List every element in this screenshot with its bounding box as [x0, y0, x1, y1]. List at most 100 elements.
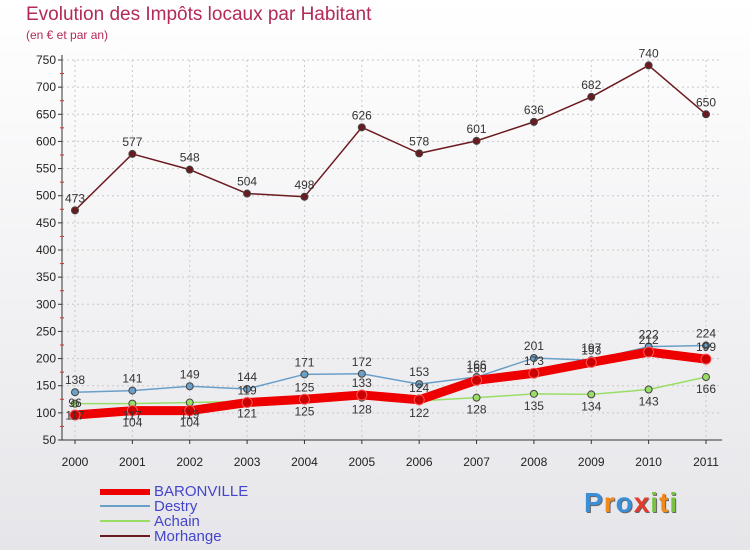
series-line-destry	[74, 344, 707, 393]
x-tick-label: 2009	[578, 455, 605, 469]
y-tick-label: 600	[36, 134, 56, 148]
data-label: 135	[524, 399, 544, 413]
data-point-baronville	[241, 397, 253, 409]
data-label: 121	[237, 406, 257, 420]
data-point-achain	[644, 385, 653, 394]
proxiti-logo: Proxiti	[584, 487, 678, 519]
series-line-morhange	[74, 64, 707, 212]
data-label: 96	[68, 396, 82, 410]
y-tick-label: 50	[43, 433, 57, 447]
x-tick-label: 2007	[463, 455, 490, 469]
data-point-destry	[185, 382, 194, 391]
data-point-morhange	[472, 136, 481, 145]
data-label: 134	[581, 399, 601, 413]
data-point-morhange	[702, 110, 710, 119]
data-point-morhange	[644, 61, 653, 70]
data-label: 166	[696, 382, 716, 396]
data-label: 122	[409, 406, 429, 420]
data-point-morhange	[529, 117, 538, 126]
data-label: 117	[123, 409, 142, 423]
data-label: 143	[639, 395, 659, 409]
data-label: 166	[467, 358, 487, 372]
data-label: 197	[581, 341, 601, 355]
data-label: 212	[639, 333, 659, 347]
y-tick-label: 550	[36, 162, 56, 176]
data-point-morhange	[357, 123, 366, 132]
x-tick-label: 2000	[62, 455, 89, 469]
data-point-achain	[472, 393, 481, 402]
data-label: 119	[180, 408, 199, 422]
data-point-baronville	[585, 356, 597, 368]
legend-label-morhange: Morhange	[154, 528, 222, 545]
data-label: 125	[294, 380, 314, 394]
legend-label-baronville: BARONVILLE	[154, 483, 249, 500]
data-label: 125	[294, 404, 314, 418]
y-tick-label: 300	[36, 297, 56, 311]
y-tick-label: 100	[36, 406, 56, 420]
data-point-achain	[529, 389, 538, 398]
data-point-baronville	[69, 409, 81, 421]
x-tick-label: 2003	[234, 455, 261, 469]
data-point-morhange	[128, 149, 137, 158]
legend-item-achain: Achain	[100, 514, 320, 529]
data-label: 104	[180, 416, 200, 430]
data-label: 149	[180, 367, 200, 381]
data-point-baronville	[184, 405, 196, 417]
data-label: 199	[696, 340, 716, 354]
data-label: 117	[65, 409, 84, 423]
data-label: 119	[238, 384, 257, 398]
data-point-destry	[243, 384, 252, 393]
data-point-destry	[128, 386, 137, 395]
data-label: 650	[696, 95, 716, 109]
data-label: 498	[294, 178, 314, 192]
data-label: 504	[237, 175, 257, 189]
legend-swatch-destry	[100, 505, 150, 507]
data-label: 548	[180, 151, 200, 165]
data-label: 682	[581, 78, 601, 92]
legend-swatch-baronville	[100, 489, 150, 495]
data-point-achain	[185, 398, 194, 407]
x-tick-label: 2002	[176, 455, 203, 469]
legend-item-morhange: Morhange	[100, 529, 320, 544]
data-label: 473	[65, 191, 85, 205]
data-point-baronville	[528, 367, 540, 379]
data-point-morhange	[243, 189, 252, 198]
logo-letter: P	[584, 487, 604, 518]
data-label: 153	[409, 365, 429, 379]
data-point-baronville	[126, 405, 138, 417]
data-point-morhange	[300, 192, 309, 201]
logo-letter: o	[615, 487, 634, 518]
data-label: 124	[409, 381, 429, 395]
legend: BARONVILLE Destry Achain Morhange	[100, 484, 320, 544]
data-label: 626	[352, 108, 372, 122]
data-label: 144	[237, 370, 257, 384]
x-tick-label: 2001	[119, 455, 146, 469]
data-point-morhange	[185, 165, 194, 174]
x-tick-label: 2008	[521, 455, 548, 469]
logo-letter: r	[603, 487, 616, 518]
data-label: 201	[524, 339, 544, 353]
legend-swatch-morhange	[100, 535, 150, 537]
data-label: 171	[294, 355, 314, 369]
data-point-baronville	[700, 353, 712, 365]
data-label: 601	[467, 122, 487, 136]
data-point-achain	[702, 373, 710, 382]
data-point-baronville	[298, 393, 310, 405]
legend-label-destry: Destry	[154, 498, 198, 515]
data-label: 160	[467, 361, 487, 375]
y-tick-label: 350	[36, 270, 56, 284]
data-label: 740	[639, 46, 659, 60]
x-tick-label: 2006	[406, 455, 433, 469]
chart-title: Evolution des Impôts locaux par Habitant	[26, 4, 372, 25]
y-tick-label: 700	[36, 80, 56, 94]
y-tick-label: 450	[36, 216, 56, 230]
x-tick-label: 2005	[348, 455, 375, 469]
data-point-destry	[415, 380, 424, 389]
data-label: 172	[352, 355, 372, 369]
x-tick-label: 2011	[693, 455, 719, 469]
legend-item-baronville: BARONVILLE	[100, 484, 320, 499]
data-label: 193	[581, 343, 601, 357]
data-label: 578	[409, 134, 429, 148]
data-label: 133	[352, 376, 372, 390]
y-tick-label: 500	[36, 189, 56, 203]
